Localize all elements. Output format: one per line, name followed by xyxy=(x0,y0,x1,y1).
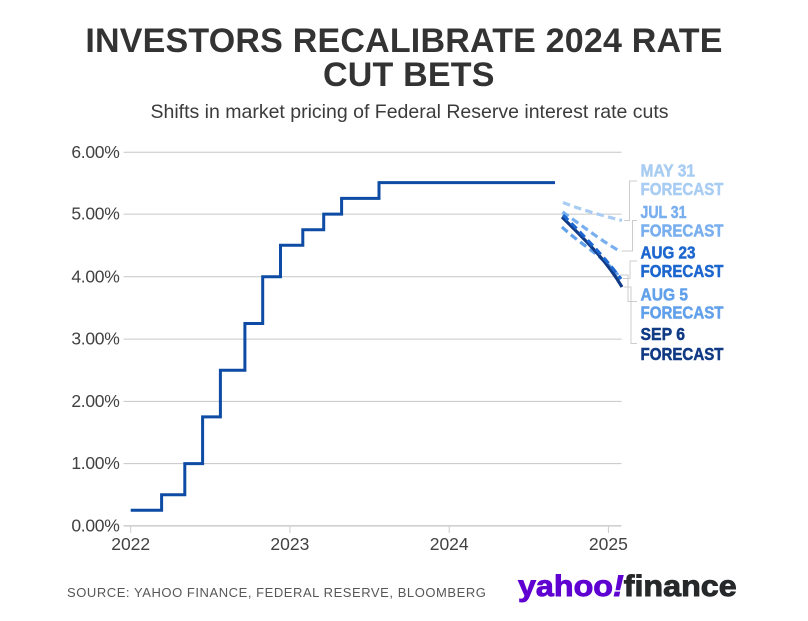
svg-text:0.00%: 0.00% xyxy=(71,515,119,535)
svg-text:5.00%: 5.00% xyxy=(71,204,119,224)
svg-text:2024: 2024 xyxy=(430,534,469,554)
svg-text:1.00%: 1.00% xyxy=(71,453,119,473)
svg-text:FORECAST: FORECAST xyxy=(641,179,724,199)
svg-text:JUL 31: JUL 31 xyxy=(641,202,687,222)
svg-text:FORECAST: FORECAST xyxy=(641,303,724,323)
svg-text:2022: 2022 xyxy=(111,534,150,554)
svg-text:2023: 2023 xyxy=(270,534,309,554)
svg-text:2025: 2025 xyxy=(589,534,628,554)
svg-text:FORECAST: FORECAST xyxy=(641,221,724,241)
svg-text:6.00%: 6.00% xyxy=(71,142,119,162)
svg-text:AUG 5: AUG 5 xyxy=(641,285,689,305)
svg-text:FORECAST: FORECAST xyxy=(641,261,724,281)
svg-text:2.00%: 2.00% xyxy=(71,391,119,411)
svg-text:MAY 31: MAY 31 xyxy=(641,161,696,181)
svg-text:3.00%: 3.00% xyxy=(71,329,119,349)
svg-text:FORECAST: FORECAST xyxy=(641,344,724,364)
svg-text:4.00%: 4.00% xyxy=(71,266,119,286)
svg-text:AUG 23: AUG 23 xyxy=(641,243,696,263)
svg-text:SEP 6: SEP 6 xyxy=(641,324,686,344)
